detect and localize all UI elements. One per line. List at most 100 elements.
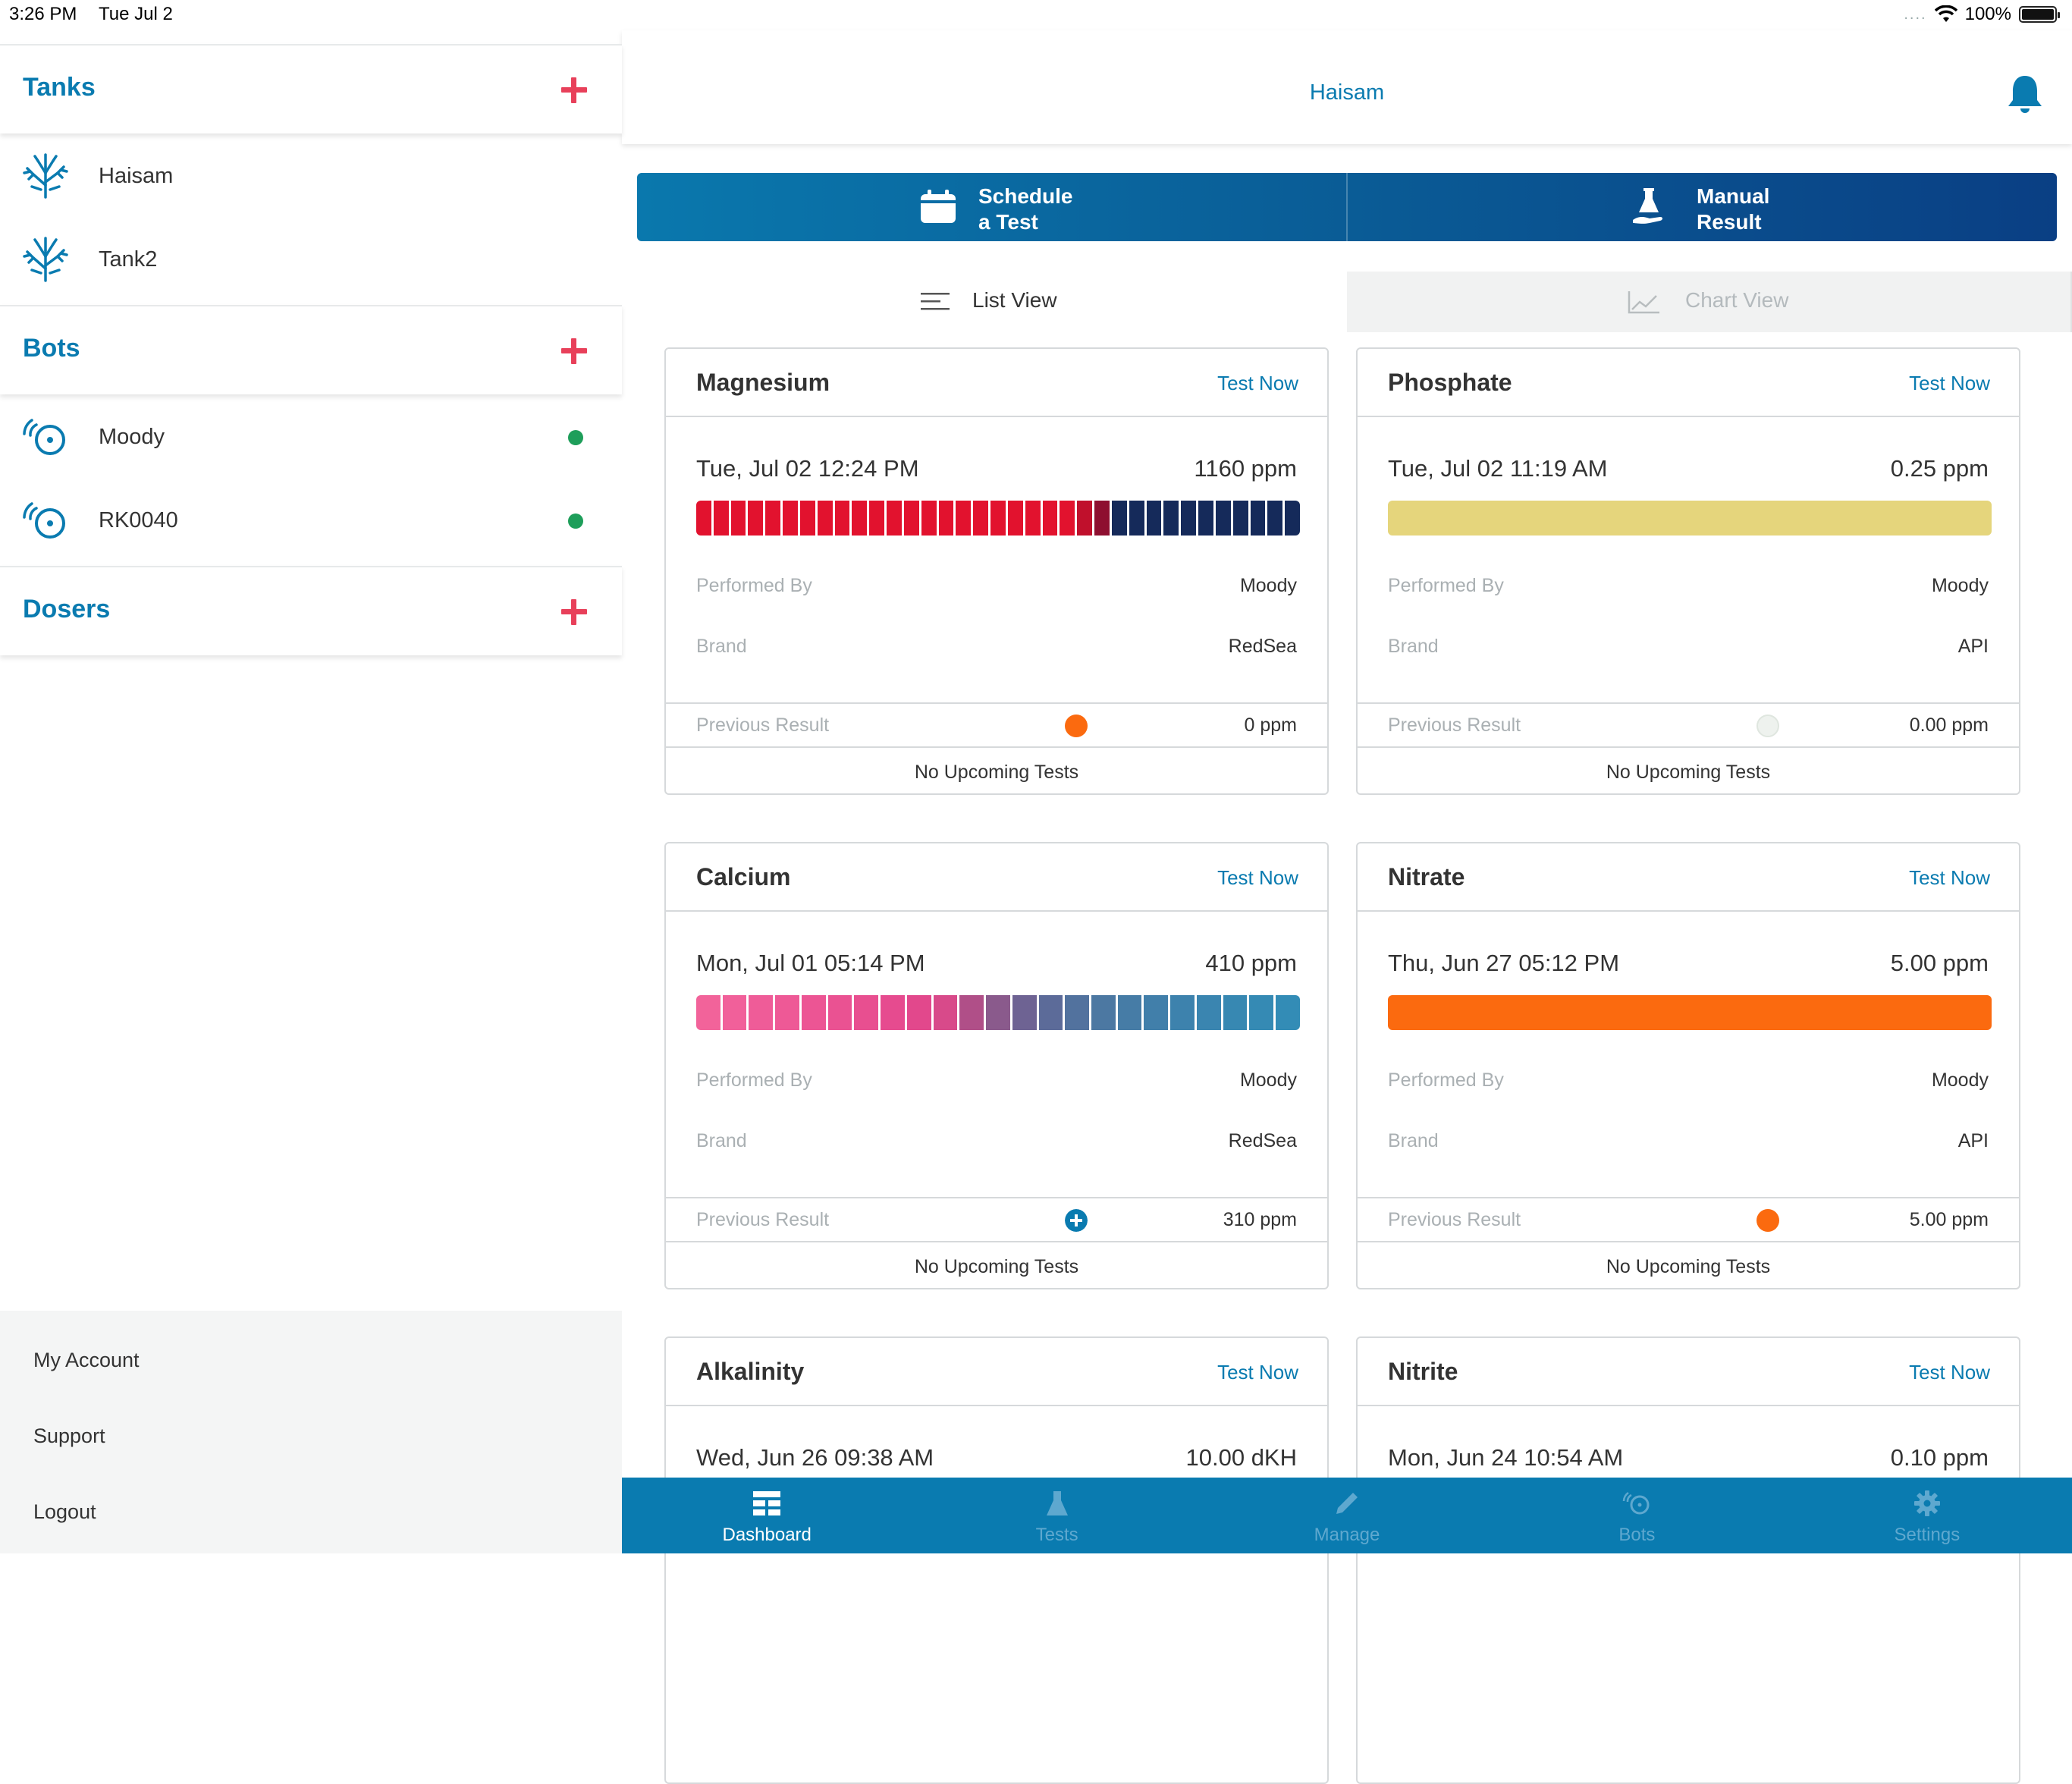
result-value: 1160 ppm — [1194, 455, 1297, 482]
bar-segment — [1249, 995, 1276, 1030]
bottom-tab-bar: Dashboard Tests Manage Bots — [622, 1478, 2072, 1553]
bar-segment — [1060, 501, 1078, 536]
bell-icon[interactable] — [2002, 71, 2048, 117]
page-title: Haisam — [1309, 80, 1385, 105]
performed-by-label: Performed By — [696, 575, 812, 596]
brand-label: Brand — [1388, 636, 1439, 657]
add-bot-icon[interactable] — [561, 338, 587, 364]
performed-by-value: Moody — [1931, 575, 1989, 596]
flask-icon — [1046, 1491, 1068, 1515]
previous-result-value: 310 ppm — [1223, 1209, 1297, 1230]
bar-segment — [765, 501, 783, 536]
tab-tests[interactable]: Tests — [912, 1478, 1201, 1553]
bar-segment — [1077, 501, 1095, 536]
status-right: .... 100% — [1904, 4, 2060, 25]
bots-section-header: Bots — [0, 305, 622, 394]
upcoming-tests: No Upcoming Tests — [914, 1256, 1079, 1277]
tab-label: Tests — [1035, 1525, 1078, 1545]
bar-segment — [1025, 501, 1043, 536]
coral-icon — [23, 153, 68, 199]
previous-result-label: Previous Result — [696, 715, 830, 736]
wifi-icon — [1934, 5, 1957, 22]
sidebar-item-label: RK0040 — [99, 508, 178, 532]
tab-manage[interactable]: Manage — [1202, 1478, 1492, 1553]
tab-dashboard[interactable]: Dashboard — [622, 1478, 912, 1553]
test-now-link[interactable]: Test Now — [1217, 866, 1298, 889]
logout-link[interactable]: Logout — [33, 1500, 96, 1523]
test-now-link[interactable]: Test Now — [1909, 372, 1990, 394]
brand-value: RedSea — [1228, 1130, 1297, 1151]
bar-segment — [1163, 501, 1182, 536]
test-card-calcium: Calcium Test Now Mon, Jul 01 05:14 PM 41… — [664, 842, 1329, 1289]
bar-segment — [1094, 501, 1112, 536]
add-doser-icon[interactable] — [561, 599, 587, 625]
tanks-title: Tanks — [23, 73, 96, 102]
tab-chart-view[interactable]: Chart View — [1347, 272, 2072, 332]
bar-segment — [834, 501, 852, 536]
flask-hand-icon — [1633, 188, 1662, 224]
card-title: Phosphate — [1388, 369, 1512, 396]
tab-list-view[interactable]: List View — [622, 272, 1347, 332]
bar-segment — [938, 501, 956, 536]
pencil-icon — [1336, 1493, 1358, 1514]
tanks-section-header: Tanks — [0, 44, 622, 133]
list-icon — [921, 293, 950, 310]
bar-segment — [1042, 501, 1060, 536]
sidebar-item-tank[interactable]: Haisam — [0, 133, 622, 217]
result-value: 0.10 ppm — [1890, 1444, 1989, 1471]
card-title: Magnesium — [696, 369, 830, 396]
support-link[interactable]: Support — [33, 1424, 105, 1447]
bar-segment — [1267, 501, 1286, 536]
previous-result-row: Previous Result 0 ppm — [666, 702, 1327, 748]
bar-segment — [696, 995, 723, 1030]
schedule-test-button[interactable]: Schedule a Test — [637, 173, 1346, 241]
online-status-dot — [568, 430, 583, 445]
test-card-nitrate: Nitrate Test Now Thu, Jun 27 05:12 PM 5.… — [1356, 842, 2020, 1289]
manual-result-button[interactable]: Manual Result — [1346, 173, 2057, 241]
chart-icon — [1628, 291, 1659, 314]
tab-settings[interactable]: Settings — [1782, 1478, 2072, 1553]
status-bar: 3:26 PM Tue Jul 2 .... 100% — [0, 0, 2072, 30]
bar-segment — [1232, 501, 1251, 536]
bar-segment — [1276, 995, 1300, 1030]
performed-by-label: Performed By — [1388, 575, 1504, 596]
test-now-link[interactable]: Test Now — [1217, 1361, 1298, 1384]
performed-by-label: Performed By — [1388, 1069, 1504, 1091]
previous-result-indicator — [1756, 715, 1779, 737]
sidebar-item-bot[interactable]: RK0040 — [0, 478, 622, 561]
sidebar: Tanks Haisam Tank2 Bots — [0, 44, 622, 1553]
add-tank-icon[interactable] — [561, 77, 587, 103]
bar-segment — [921, 501, 939, 536]
bar-segment — [1215, 501, 1233, 536]
bar-segment — [933, 995, 960, 1030]
sidebar-footer: My Account Support Logout — [0, 1311, 622, 1553]
test-now-link[interactable]: Test Now — [1909, 866, 1990, 889]
tab-label: Dashboard — [722, 1525, 812, 1545]
test-now-link[interactable]: Test Now — [1909, 1361, 1990, 1384]
previous-result-label: Previous Result — [1388, 715, 1521, 736]
brand-value: API — [1957, 636, 1989, 657]
card-title: Calcium — [696, 863, 791, 890]
bar-segment — [722, 995, 749, 1030]
tab-label: Bots — [1618, 1525, 1656, 1545]
bar-segment — [1144, 995, 1171, 1030]
bar-segment — [1012, 995, 1039, 1030]
battery-icon — [2019, 6, 2060, 23]
bar-segment — [887, 501, 904, 536]
sidebar-item-tank[interactable]: Tank2 — [0, 217, 622, 300]
dashboard-icon — [753, 1491, 781, 1515]
my-account-link[interactable]: My Account — [33, 1349, 140, 1371]
sidebar-item-bot[interactable]: Moody — [0, 394, 622, 478]
test-now-link[interactable]: Test Now — [1217, 372, 1298, 394]
bar-segment — [696, 501, 714, 536]
test-card-alkalinity: Alkalinity Test Now Wed, Jun 26 09:38 AM… — [664, 1336, 1329, 1784]
brand-value: RedSea — [1228, 636, 1297, 657]
tab-bots[interactable]: Bots — [1492, 1478, 1782, 1553]
bar-segment — [827, 995, 855, 1030]
schedule-label-line2: a Test — [978, 210, 1038, 234]
main-panel: Haisam Schedule a Test — [622, 30, 2072, 1784]
result-value: 410 ppm — [1205, 950, 1297, 976]
bar-segment — [749, 995, 776, 1030]
performed-by-value: Moody — [1931, 1069, 1989, 1091]
bar-segment — [903, 501, 921, 536]
